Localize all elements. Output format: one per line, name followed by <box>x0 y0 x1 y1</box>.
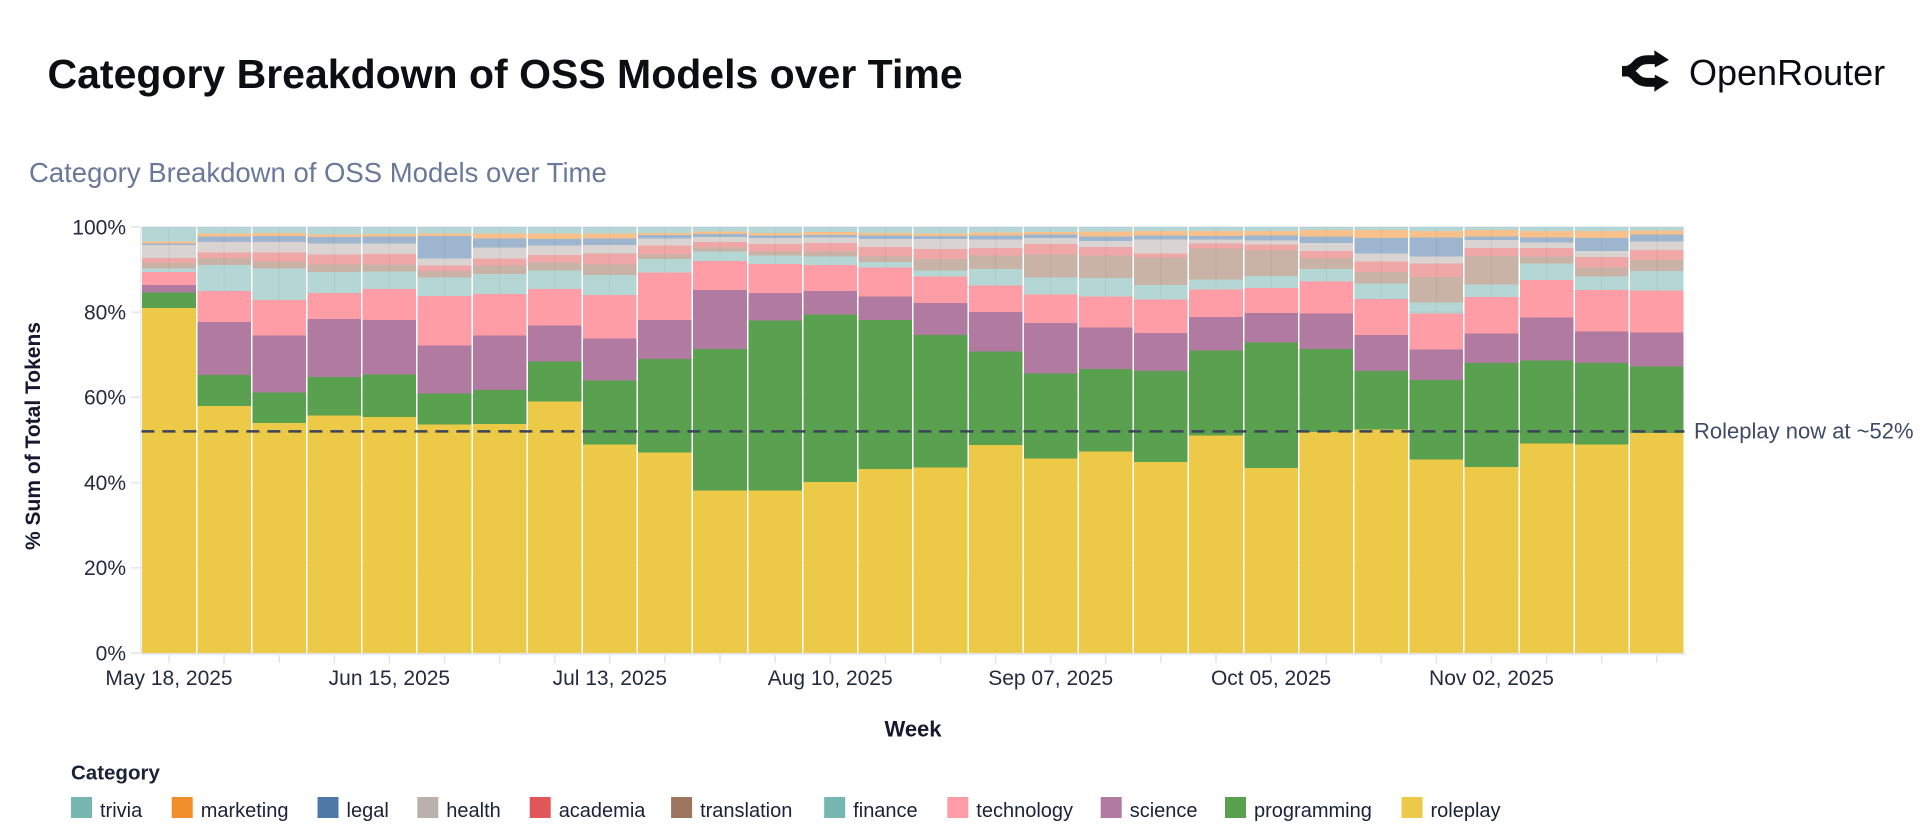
svg-text:0%: 0% <box>96 642 126 665</box>
svg-text:programming: programming <box>1254 800 1372 822</box>
svg-text:Category: Category <box>71 762 160 785</box>
svg-text:Nov 02, 2025: Nov 02, 2025 <box>1429 667 1554 690</box>
svg-text:roleplay: roleplay <box>1431 800 1501 822</box>
svg-text:Oct 05, 2025: Oct 05, 2025 <box>1211 667 1331 690</box>
svg-text:science: science <box>1130 800 1198 822</box>
svg-text:May 18, 2025: May 18, 2025 <box>105 667 232 690</box>
svg-text:60%: 60% <box>84 387 126 410</box>
svg-text:Jun 15, 2025: Jun 15, 2025 <box>329 667 450 690</box>
svg-text:Jul 13, 2025: Jul 13, 2025 <box>553 667 667 690</box>
svg-text:academia: academia <box>559 800 647 822</box>
svg-text:translation: translation <box>700 800 792 822</box>
svg-text:technology: technology <box>976 800 1073 822</box>
svg-text:Category Breakdown of OSS Mode: Category Breakdown of OSS Models over Ti… <box>29 157 607 188</box>
svg-text:finance: finance <box>853 800 918 822</box>
svg-text:trivia: trivia <box>100 800 143 822</box>
svg-text:health: health <box>446 800 501 822</box>
svg-text:Week: Week <box>884 717 942 742</box>
svg-text:100%: 100% <box>72 216 126 239</box>
svg-text:legal: legal <box>347 800 389 822</box>
svg-text:40%: 40% <box>84 472 126 495</box>
svg-text:Aug 10, 2025: Aug 10, 2025 <box>768 667 893 690</box>
svg-text:marketing: marketing <box>201 800 289 822</box>
svg-text:80%: 80% <box>84 302 126 325</box>
svg-text:% Sum of Total Tokens: % Sum of Total Tokens <box>22 322 45 550</box>
svg-text:Sep 07, 2025: Sep 07, 2025 <box>988 667 1113 690</box>
svg-text:20%: 20% <box>84 557 126 580</box>
svg-text:Roleplay now at ~52%: Roleplay now at ~52% <box>1694 418 1914 443</box>
